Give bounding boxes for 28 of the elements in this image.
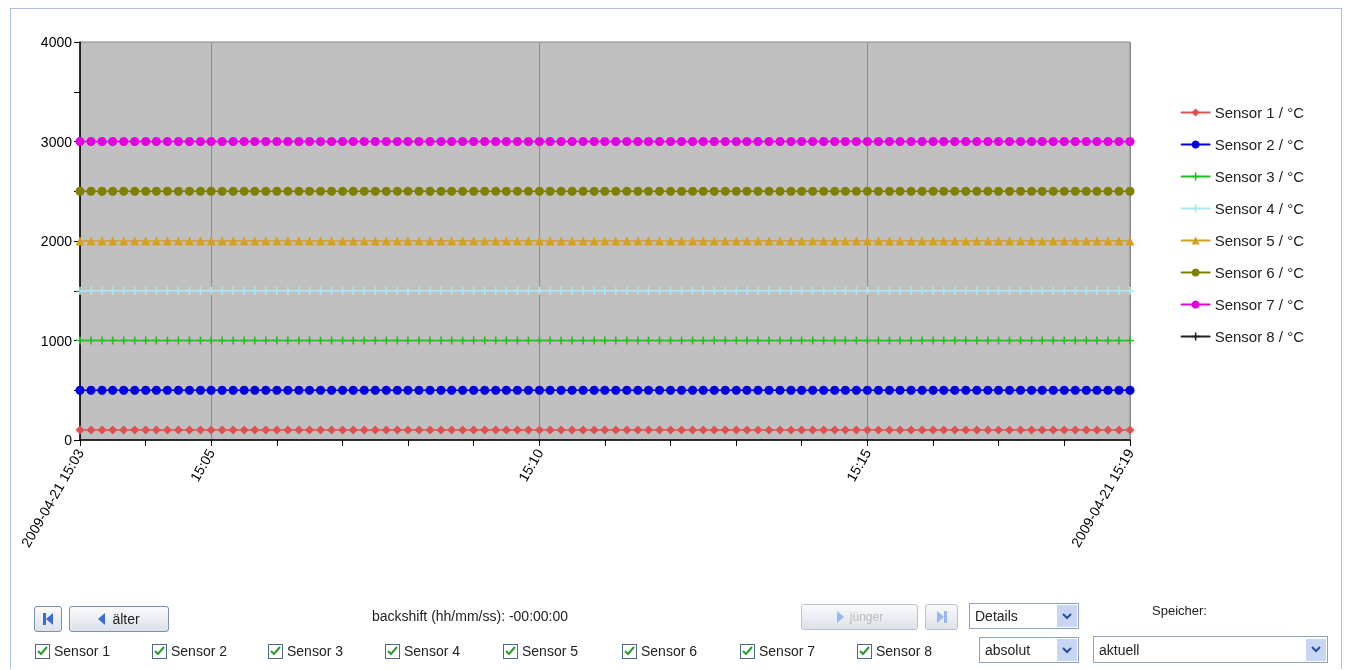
- text: backshift (hh/mm/ss): -00:00:00: [372, 608, 569, 624]
- text: Sensor 2: [171, 643, 228, 659]
- text: Sensor 4: [404, 643, 461, 659]
- legend-label: Sensor 5 / °C: [1214, 232, 1305, 249]
- y-tick-label: 0: [64, 432, 73, 448]
- text: Sensor 1: [54, 643, 111, 659]
- text: Sensor 6: [641, 643, 698, 659]
- y-tick-label: 4000: [40, 34, 73, 50]
- y-tick-label: 1000: [40, 332, 73, 349]
- text: älter: [112, 611, 140, 627]
- text: Speicher:: [1152, 603, 1207, 618]
- legend-label: Sensor 3 / °C: [1214, 168, 1305, 185]
- legend-label: Sensor 6 / °C: [1214, 264, 1305, 281]
- y-tick-label: 2000: [40, 233, 73, 249]
- legend-label: Sensor 7 / °C: [1214, 296, 1305, 313]
- legend-label: Sensor 8 / °C: [1214, 328, 1305, 345]
- text: Sensor 3: [287, 643, 344, 659]
- text: absolut: [985, 642, 1031, 658]
- text: Sensor 8: [876, 643, 933, 659]
- legend-label: Sensor 4 / °C: [1214, 200, 1305, 217]
- text: Details: [975, 608, 1018, 624]
- legend-label: Sensor 1 / °C: [1214, 104, 1305, 121]
- text: jünger: [849, 610, 884, 624]
- text: Sensor 5: [522, 643, 579, 659]
- text: aktuell: [1099, 641, 1140, 658]
- text: Sensor 7: [759, 643, 816, 659]
- y-tick-label: 3000: [40, 133, 73, 150]
- legend-label: Sensor 2 / °C: [1214, 136, 1305, 153]
